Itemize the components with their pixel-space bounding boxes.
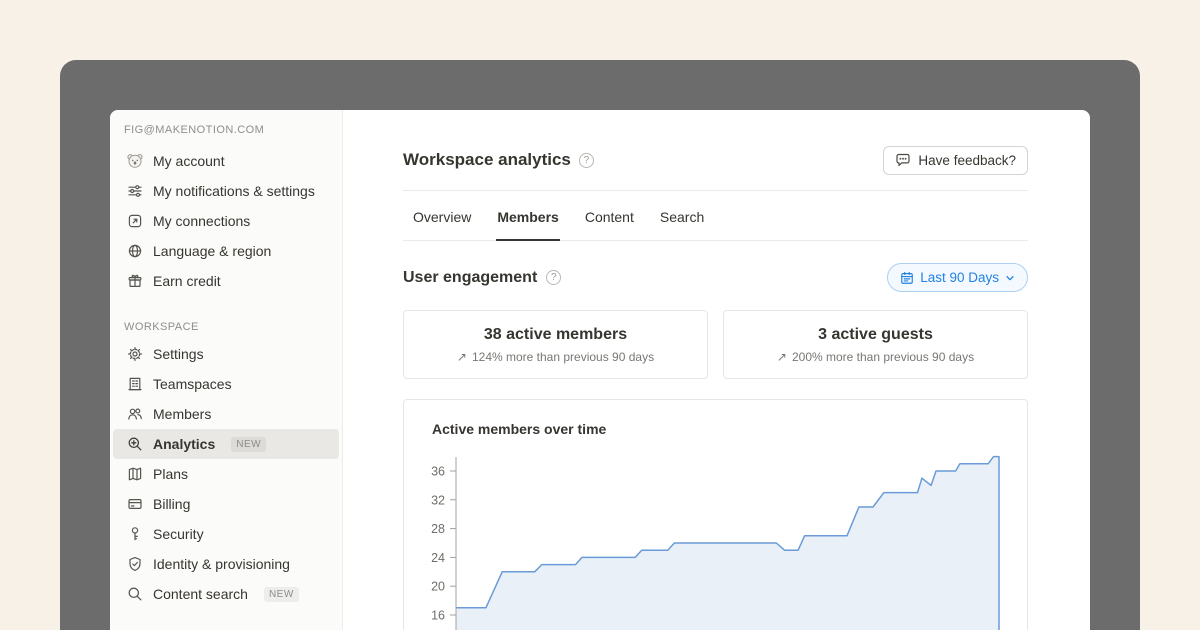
trend-up-icon: ↗: [777, 350, 787, 364]
sidebar-item-plans[interactable]: Plans: [113, 459, 339, 489]
active-guests-card: 3 active guests ↗ 200% more than previou…: [723, 310, 1028, 379]
user-engagement-header: User engagement ? Last 90 Days: [403, 263, 1028, 292]
sidebar-item-settings[interactable]: Settings: [113, 339, 339, 369]
svg-text:24: 24: [431, 551, 445, 565]
help-icon[interactable]: ?: [546, 270, 561, 285]
stat-value: 3 active guests: [818, 326, 933, 344]
sidebar-item-label: Members: [153, 404, 211, 424]
sidebar-item-label: Billing: [153, 494, 190, 514]
sidebar-item-my-notifications[interactable]: My notifications & settings: [113, 176, 339, 206]
sidebar-item-label: Earn credit: [153, 271, 221, 291]
tab-members[interactable]: Members: [496, 209, 559, 241]
stat-delta-text: 124% more than previous 90 days: [472, 350, 654, 364]
gift-icon: [126, 272, 144, 290]
date-range-dropdown[interactable]: Last 90 Days: [887, 263, 1028, 292]
sidebar-item-members[interactable]: Members: [113, 399, 339, 429]
new-badge: NEW: [264, 587, 299, 602]
page-header: Workspace analytics ? Have feedback?: [403, 146, 1028, 174]
sidebar-item-identity-provisioning[interactable]: Identity & provisioning: [113, 549, 339, 579]
svg-text:32: 32: [431, 493, 445, 507]
sidebar-item-my-account[interactable]: My account: [113, 146, 339, 176]
sidebar-item-label: Language & region: [153, 241, 271, 261]
shield-check-icon: [126, 555, 144, 573]
sidebar-item-label: Analytics: [153, 434, 215, 454]
sidebar-item-label: Security: [153, 524, 204, 544]
magnifier-icon: [126, 585, 144, 603]
building-icon: [126, 375, 144, 393]
svg-text:28: 28: [431, 522, 445, 536]
koala-avatar: [126, 152, 144, 170]
members-area-chart: 16 20 24 28 32 36: [404, 400, 1027, 630]
people-icon: [126, 405, 144, 423]
sidebar-item-label: Plans: [153, 464, 188, 484]
svg-text:16: 16: [431, 609, 445, 623]
map-icon: [126, 465, 144, 483]
help-icon[interactable]: ?: [579, 153, 594, 168]
calendar-icon: [900, 271, 914, 285]
tab-content[interactable]: Content: [584, 209, 635, 241]
magnifier-plus-icon: [126, 435, 144, 453]
sidebar-item-content-search[interactable]: Content search NEW: [113, 579, 339, 609]
trend-up-icon: ↗: [457, 350, 467, 364]
sidebar-item-security[interactable]: Security: [113, 519, 339, 549]
workspace-section-label: WORKSPACE: [110, 296, 342, 339]
page-title: Workspace analytics: [403, 150, 571, 170]
sidebar-item-label: Content search: [153, 584, 248, 604]
sidebar-item-analytics[interactable]: Analytics NEW: [113, 429, 339, 459]
analytics-tabs: Overview Members Content Search: [403, 191, 1028, 241]
sidebar-item-my-connections[interactable]: My connections: [113, 206, 339, 236]
globe-icon: [126, 242, 144, 260]
have-feedback-button[interactable]: Have feedback?: [883, 146, 1028, 175]
date-range-label: Last 90 Days: [920, 270, 999, 285]
feedback-bubble-icon: [895, 152, 911, 168]
account-email-label: FIG@MAKENOTION.COM: [110, 124, 342, 146]
sidebar-item-teamspaces[interactable]: Teamspaces: [113, 369, 339, 399]
sidebar-item-label: My account: [153, 151, 225, 171]
stat-cards: 38 active members ↗ 124% more than previ…: [403, 310, 1028, 379]
key-icon: [126, 525, 144, 543]
active-members-chart-card: Active members over time 162024283236: [403, 399, 1028, 630]
settings-dialog: FIG@MAKENOTION.COM My account: [110, 110, 1090, 630]
section-title: User engagement: [403, 269, 537, 287]
sidebar-item-label: Teamspaces: [153, 374, 232, 394]
arrow-up-right-box-icon: [126, 212, 144, 230]
app-window: FIG@MAKENOTION.COM My account: [60, 60, 1140, 630]
new-badge: NEW: [231, 437, 266, 452]
sidebar-item-billing[interactable]: Billing: [113, 489, 339, 519]
tab-overview[interactable]: Overview: [412, 209, 472, 241]
tab-search[interactable]: Search: [659, 209, 705, 241]
analytics-main-panel: Workspace analytics ? Have feedback? Ove…: [343, 110, 1090, 630]
chevron-down-icon: [1005, 273, 1015, 283]
gear-icon: [126, 345, 144, 363]
active-members-card: 38 active members ↗ 124% more than previ…: [403, 310, 708, 379]
sidebar-item-label: My notifications & settings: [153, 181, 315, 201]
svg-text:36: 36: [431, 465, 445, 479]
credit-card-icon: [126, 495, 144, 513]
stat-value: 38 active members: [484, 326, 627, 344]
sidebar-item-earn-credit[interactable]: Earn credit: [113, 266, 339, 296]
sidebar-item-label: My connections: [153, 211, 250, 231]
stat-delta-text: 200% more than previous 90 days: [792, 350, 974, 364]
feedback-button-label: Have feedback?: [918, 153, 1016, 168]
settings-sidebar: FIG@MAKENOTION.COM My account: [110, 110, 343, 630]
sidebar-item-language-region[interactable]: Language & region: [113, 236, 339, 266]
svg-text:20: 20: [431, 580, 445, 594]
sidebar-item-label: Identity & provisioning: [153, 554, 290, 574]
sidebar-item-label: Settings: [153, 344, 204, 364]
sliders-icon: [126, 182, 144, 200]
